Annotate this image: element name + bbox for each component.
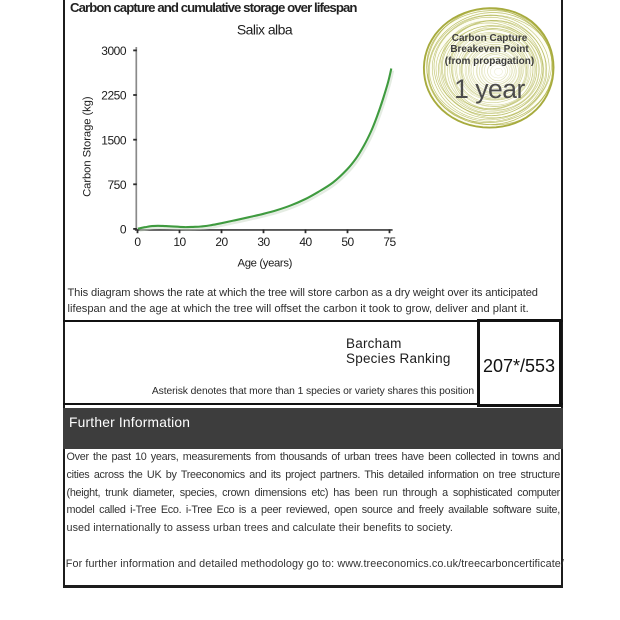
svg-text:Age (years): Age (years) [238, 258, 293, 270]
svg-text:30: 30 [257, 235, 270, 249]
svg-text:50: 50 [341, 235, 354, 249]
svg-text:1500: 1500 [101, 133, 127, 147]
svg-text:10: 10 [173, 235, 186, 249]
svg-text:Carbon Storage (kg): Carbon Storage (kg) [81, 96, 93, 197]
svg-text:75: 75 [383, 235, 396, 249]
svg-text:0: 0 [120, 223, 127, 237]
svg-text:Salix alba: Salix alba [237, 21, 293, 37]
svg-text:20: 20 [215, 235, 228, 249]
svg-text:2250: 2250 [101, 89, 127, 103]
svg-text:3000: 3000 [101, 44, 127, 58]
svg-text:40: 40 [299, 235, 312, 249]
svg-text:750: 750 [107, 178, 126, 192]
svg-text:0: 0 [134, 235, 141, 249]
